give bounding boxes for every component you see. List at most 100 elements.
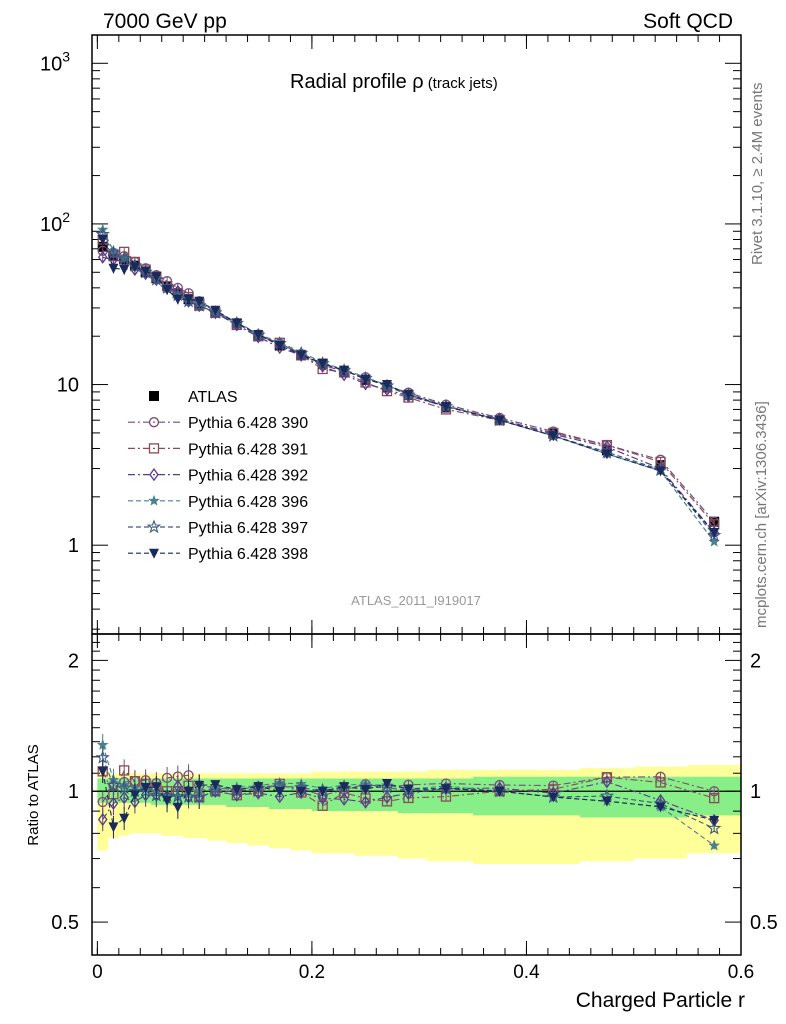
- series-mc-6: [97, 234, 720, 839]
- data-point: [403, 389, 414, 400]
- ratio-point: [708, 839, 721, 851]
- y-tick-label: 10: [57, 375, 79, 397]
- y-tick-label: 102: [40, 209, 70, 236]
- x-tick-label: 0: [92, 962, 103, 983]
- series-mc-3: [97, 250, 719, 832]
- data-point: [317, 359, 328, 370]
- ratio-point: [339, 782, 350, 793]
- legend-entry: Pythia 6.428 392: [128, 468, 308, 485]
- ratio-point: [274, 786, 285, 797]
- data-point: [548, 431, 559, 442]
- legend-marker: [146, 519, 162, 534]
- series-line: [102, 234, 715, 536]
- ratio-point: [317, 786, 328, 797]
- data-point: [274, 341, 285, 352]
- axis-ticks: 0 0.2 0.4 0.6 1 10 102 103 0.5 0.5 1 1 2 2: [40, 35, 778, 983]
- legend-marker: [149, 548, 159, 559]
- data-point: [183, 294, 194, 305]
- analysis-label: ATLAS_2011_I919017: [351, 593, 481, 608]
- header-left: 7000 GeV pp: [103, 10, 227, 33]
- legend-marker: [149, 391, 159, 401]
- ratio-point: [403, 784, 414, 795]
- ratio-point: [548, 792, 559, 803]
- ratio-point: [97, 812, 108, 827]
- ratio-y-axis-label: Ratio to ATLAS: [25, 744, 42, 845]
- x-axis-label: Charged Particle r: [576, 989, 745, 1012]
- ratio-point: [183, 786, 194, 797]
- ratio-point: [106, 777, 121, 792]
- ratio-y-tick-label-right: 2: [750, 650, 761, 672]
- legend-label: ATLAS: [188, 389, 238, 406]
- ratio-point: [709, 792, 720, 804]
- legend-label: Pythia 6.428 397: [188, 520, 308, 537]
- data-point: [382, 380, 392, 391]
- ratio-point: [208, 783, 223, 798]
- legend: ATLAS Pythia 6.428 390 Pythia 6.428 391 Pyt…: [128, 389, 308, 563]
- ratio-point: [192, 789, 207, 804]
- ratio-point: [339, 792, 349, 806]
- ratio-point: [119, 813, 130, 824]
- ratio-point: [119, 791, 129, 805]
- y-tick-label: 1: [68, 535, 79, 557]
- data-point: [210, 305, 221, 316]
- x-tick-label: 0.6: [728, 962, 754, 983]
- chart-title: Radial profile ρ (track jets): [290, 71, 498, 93]
- ratio-point: [95, 750, 110, 764]
- ratio-point: [441, 784, 451, 795]
- ratio-point: [655, 802, 666, 813]
- ratio-y-tick-label: 2: [68, 650, 79, 672]
- legend-marker: [148, 417, 160, 428]
- ratio-y-tick-label: 0.5: [51, 912, 79, 934]
- ratio-point: [655, 777, 666, 788]
- data-point: [655, 466, 666, 477]
- series-line: [102, 256, 715, 533]
- ratio-point: [382, 790, 392, 804]
- ratio-point: [231, 785, 242, 796]
- y-tick-label: 103: [40, 48, 70, 75]
- ratio-point: [129, 790, 140, 801]
- legend-entry: Pythia 6.428 390: [128, 415, 308, 432]
- data-point: [231, 318, 242, 329]
- data-point: [707, 527, 722, 542]
- ratio-point: [151, 782, 162, 793]
- legend-entry: ATLAS: [149, 389, 238, 406]
- ratio-point: [601, 796, 612, 807]
- ratio-point: [210, 780, 221, 791]
- x-tick-label: 0.4: [513, 962, 540, 983]
- x-tick-label: 0.2: [299, 962, 325, 983]
- series-line: [102, 239, 715, 533]
- legend-label: Pythia 6.428 390: [188, 415, 308, 432]
- legend-label: Pythia 6.428 391: [188, 441, 308, 458]
- data-point: [494, 415, 505, 426]
- ratio-series-line: [102, 774, 715, 803]
- data-point: [296, 350, 307, 361]
- ratio-point: [379, 779, 395, 794]
- ratio-y-tick-label-right: 1: [750, 781, 761, 803]
- data-point: [441, 402, 451, 413]
- ratio-y-tick-label-right: 0.5: [750, 912, 778, 934]
- header-right: Soft QCD: [643, 10, 733, 33]
- series-mc-4: [96, 223, 721, 851]
- ratio-y-tick-label: 1: [68, 781, 79, 803]
- ratio-point: [296, 786, 307, 797]
- ratio-point: [494, 786, 505, 797]
- legend-label: Pythia 6.428 396: [188, 494, 308, 511]
- data-point: [162, 285, 173, 296]
- ratio-point: [602, 775, 612, 789]
- data-point: [151, 272, 162, 283]
- legend-entry: Pythia 6.428 391: [128, 441, 308, 458]
- ratio-point: [382, 779, 392, 790]
- ratio-point: [97, 766, 108, 777]
- series-layer: [95, 223, 722, 851]
- data-point: [149, 271, 164, 286]
- ratio-point: [162, 796, 173, 807]
- legend-marker: [148, 443, 160, 454]
- ratio-series-line: [102, 771, 715, 828]
- mcplots-label: mcplots.cern.ch [arXiv:1306.3436]: [753, 401, 770, 628]
- ratio-point: [140, 782, 151, 793]
- data-point: [106, 245, 121, 260]
- data-point: [172, 294, 183, 305]
- ratio-plot-frame: [91, 633, 742, 956]
- ratio-point: [253, 782, 264, 793]
